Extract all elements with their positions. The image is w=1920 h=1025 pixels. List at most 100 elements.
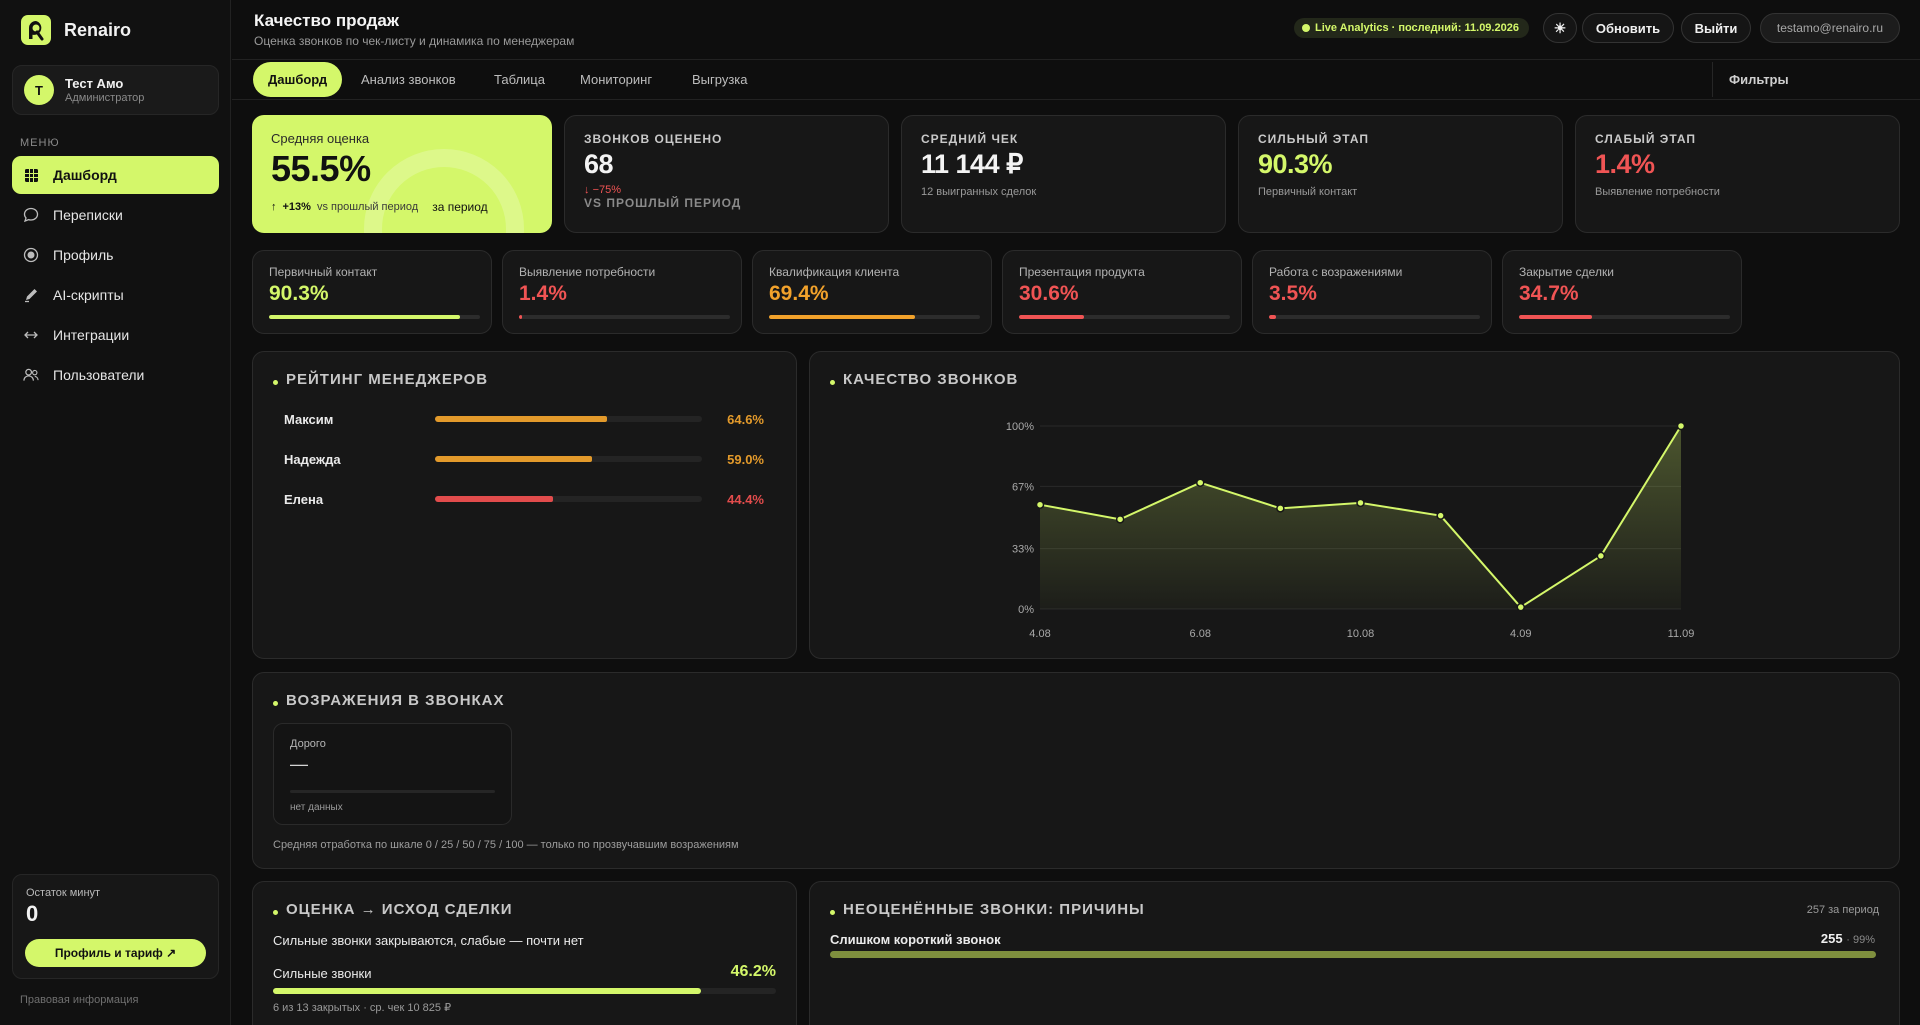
objection-card[interactable]: Дорого — нет данных xyxy=(273,723,512,825)
user-card[interactable]: Т Тест Амо Администратор xyxy=(12,65,219,115)
stage-value: 90.3% xyxy=(269,282,329,305)
brand-logo-icon xyxy=(21,15,51,45)
sidebar-item-dashboard[interactable]: Дашборд xyxy=(12,156,219,194)
sidebar-item-label: Профиль xyxy=(53,247,114,263)
manager-score: 64.6% xyxy=(727,411,764,427)
x-tick-label: 4.09 xyxy=(1510,628,1531,640)
kpi-label: Средний чек xyxy=(921,132,1019,146)
outcome-bar-fill xyxy=(273,988,701,994)
stage-label: Выявление потребности xyxy=(519,265,656,279)
stage-bar-track xyxy=(769,315,980,319)
theme-toggle-button[interactable]: ☀ xyxy=(1543,13,1577,43)
kpi-strong-stage: Сильный этап 90.3% Первичный контакт xyxy=(1238,115,1563,233)
stage-card[interactable]: Работа с возражениями 3.5% xyxy=(1252,250,1492,334)
users-icon xyxy=(23,367,39,383)
stage-card[interactable]: Презентация продукта 30.6% xyxy=(1002,250,1242,334)
tab-export[interactable]: Выгрузка xyxy=(692,72,748,87)
user-email[interactable]: testamo@renairo.ru xyxy=(1760,13,1900,43)
tab-table[interactable]: Таблица xyxy=(494,72,545,87)
refresh-button[interactable]: Обновить xyxy=(1582,13,1674,43)
brand[interactable]: Renairo xyxy=(21,15,131,45)
tab-call-analysis[interactable]: Анализ звонков xyxy=(361,72,456,87)
unrated-reason: Слишком короткий звонок xyxy=(830,932,1001,947)
objections-footer: Средняя отработка по шкале 0 / 25 / 50 /… xyxy=(273,839,739,851)
unrated-reason-bar xyxy=(830,951,1876,958)
stage-label: Презентация продукта xyxy=(1019,265,1145,279)
kpi-trend: ↓ −75% xyxy=(584,184,869,196)
sidebar-item-chats[interactable]: Переписки xyxy=(12,196,219,234)
y-tick-label: 67% xyxy=(1012,481,1034,493)
live-dot-icon xyxy=(1302,24,1310,32)
outcome-bar-track xyxy=(273,988,776,994)
pen-icon xyxy=(23,287,39,303)
manager-row[interactable]: Елена 44.4% xyxy=(284,489,764,509)
filters-button[interactable]: Фильтры xyxy=(1712,62,1789,97)
data-point xyxy=(1596,551,1606,561)
x-tick-label: 6.08 xyxy=(1190,628,1211,640)
logout-button[interactable]: Выйти xyxy=(1681,13,1751,43)
objections-panel: ВОЗРАЖЕНИЯ В ЗВОНКАХ Дорого — нет данных… xyxy=(252,672,1900,869)
panel-title: ВОЗРАЖЕНИЯ В ЗВОНКАХ xyxy=(273,692,505,709)
stage-label: Квалификация клиента xyxy=(769,265,900,279)
grid-icon xyxy=(23,167,39,183)
stage-bar-fill xyxy=(519,315,522,319)
stage-card[interactable]: Первичный контакт 90.3% xyxy=(252,250,492,334)
kpi-avg-check: Средний чек 11 144 ₽ 12 выигранных сдело… xyxy=(901,115,1226,233)
panel-title-text: ОЦЕНКА → ИСХОД СДЕЛКИ xyxy=(286,901,513,918)
profile-plan-button[interactable]: Профиль и тариф ↗ xyxy=(25,939,206,967)
legal-link[interactable]: Правовая информация xyxy=(20,994,139,1006)
stage-bar-fill xyxy=(1019,315,1084,319)
sidebar-item-users[interactable]: Пользователи xyxy=(12,356,219,394)
stage-card[interactable]: Квалификация клиента 69.4% xyxy=(752,250,992,334)
data-point xyxy=(1035,500,1045,509)
tab-monitoring[interactable]: Мониторинг xyxy=(580,72,653,87)
kpi-period: за период xyxy=(432,200,488,214)
stage-bar-track xyxy=(519,315,730,319)
tab-dashboard[interactable]: Дашборд xyxy=(253,62,343,97)
sidebar-item-label: Переписки xyxy=(53,207,123,223)
sidebar-item-profile[interactable]: Профиль xyxy=(12,236,219,274)
y-tick-label: 0% xyxy=(1018,604,1034,616)
minutes-card: Остаток минут 0 Профиль и тариф ↗ xyxy=(12,874,219,979)
outcome-subtitle: Сильные звонки закрываются, слабые — поч… xyxy=(273,933,584,948)
outcome-row-value: 46.2% xyxy=(730,963,776,980)
unrated-reason-pct: · 99% xyxy=(1846,934,1875,946)
objection-bar xyxy=(290,790,495,793)
kpi-label: Средняя оценка xyxy=(271,131,370,146)
kpi-trend-value: +13% xyxy=(282,201,311,213)
panel-title-text: ВОЗРАЖЕНИЯ В ЗВОНКАХ xyxy=(286,692,505,709)
profile-icon xyxy=(23,247,39,263)
bullet-dot-icon xyxy=(273,910,278,915)
stage-label: Работа с возражениями xyxy=(1269,265,1403,279)
kpi-label: Звонков оценено xyxy=(584,132,723,146)
menu-title: МЕНЮ xyxy=(20,137,60,149)
data-point xyxy=(1356,498,1365,508)
sidebar-item-label: Дашборд xyxy=(53,167,117,183)
unrated-calls-panel: НЕОЦЕНЁННЫЕ ЗВОНКИ: ПРИЧИНЫ 257 за перио… xyxy=(809,881,1900,1025)
kpi-value: 1.4% xyxy=(1595,149,1655,179)
manager-bar-fill xyxy=(434,456,593,462)
kpi-trend-note: vs прошлый период xyxy=(584,196,742,210)
unrated-reason-count: 255 xyxy=(1820,931,1843,946)
kpi-value: 68 xyxy=(584,149,614,179)
arrows-icon xyxy=(23,327,39,343)
stage-bar-track xyxy=(1269,315,1480,319)
y-tick-label: 33% xyxy=(1012,544,1034,556)
manager-name: Елена xyxy=(284,491,324,507)
sidebar-item-ai-scripts[interactable]: AI-скрипты xyxy=(12,276,219,314)
stage-label: Первичный контакт xyxy=(269,265,378,279)
panel-title: НЕОЦЕНЁННЫЕ ЗВОНКИ: ПРИЧИНЫ xyxy=(830,901,1145,918)
bullet-dot-icon xyxy=(830,910,835,915)
sun-icon: ☀ xyxy=(1553,19,1567,36)
manager-bar-track xyxy=(434,496,703,502)
sidebar-item-integrations[interactable]: Интеграции xyxy=(12,316,219,354)
tabs-bar: Дашборд Анализ звонков Таблица Мониторин… xyxy=(232,60,1920,100)
stage-value: 3.5% xyxy=(1269,282,1317,305)
manager-row[interactable]: Максим 64.6% xyxy=(284,409,764,429)
x-tick-label: 10.08 xyxy=(1347,628,1375,640)
manager-row[interactable]: Надежда 59.0% xyxy=(284,449,764,469)
stage-card[interactable]: Выявление потребности 1.4% xyxy=(502,250,742,334)
kpi-sub: 12 выигранных сделок xyxy=(921,186,1037,198)
stage-card[interactable]: Закрытие сделки 34.7% xyxy=(1502,250,1742,334)
panel-title-text: РЕЙТИНГ МЕНЕДЖЕРОВ xyxy=(286,371,489,388)
